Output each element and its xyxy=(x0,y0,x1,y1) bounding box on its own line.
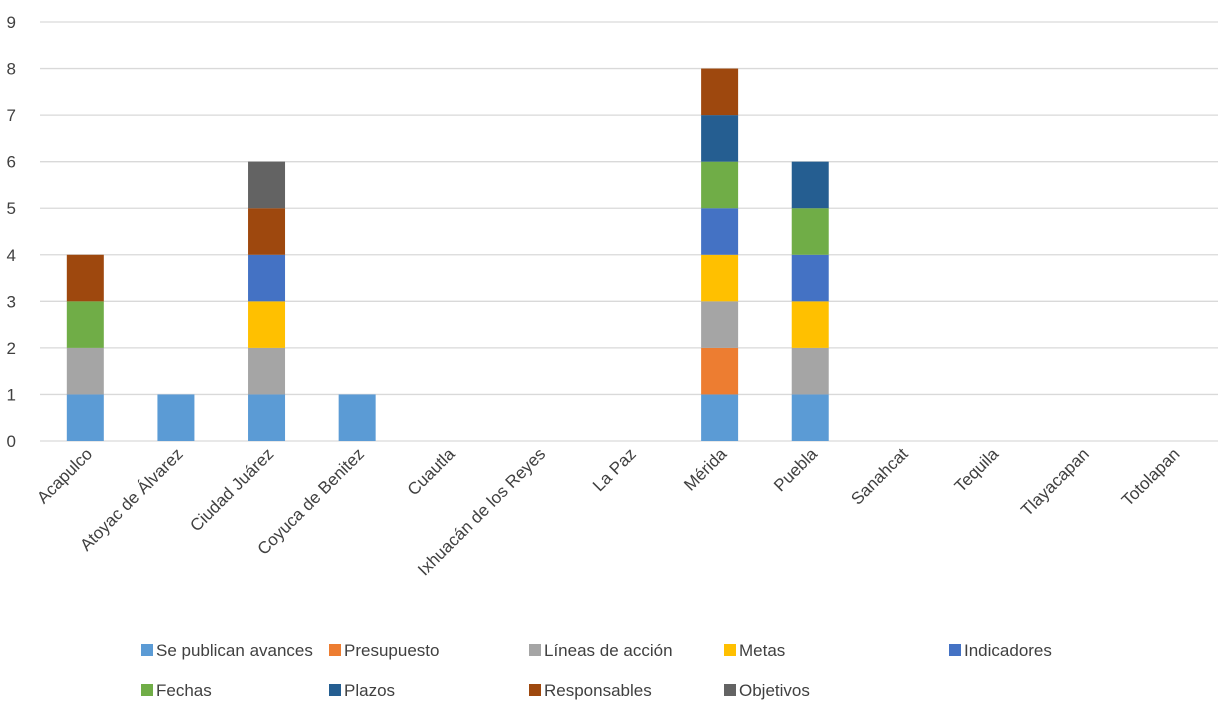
bar-segment xyxy=(66,394,104,441)
legend-label: Líneas de acción xyxy=(544,641,673,660)
x-tick-label: Tequila xyxy=(951,444,1003,496)
bar-segment xyxy=(701,208,739,255)
bar-segment xyxy=(701,115,739,162)
bars xyxy=(66,68,829,441)
bar-segment xyxy=(701,68,739,116)
legend-label: Presupuesto xyxy=(344,641,439,660)
y-tick-label: 8 xyxy=(7,60,16,79)
y-tick-label: 1 xyxy=(7,385,16,404)
legend-label: Plazos xyxy=(344,681,395,700)
x-tick-label: Mérida xyxy=(680,444,731,495)
bar-segment xyxy=(157,394,195,441)
bar-segment xyxy=(701,347,739,395)
bar-segment xyxy=(791,347,829,395)
legend-swatch xyxy=(724,684,736,696)
y-tick-label: 9 xyxy=(7,13,16,32)
bar-segment xyxy=(248,161,286,209)
x-tick-label: Ciudad Juárez xyxy=(186,444,277,535)
legend-swatch xyxy=(141,644,153,656)
bar-segment xyxy=(701,394,739,441)
bar-segment xyxy=(791,394,829,441)
y-tick-label: 4 xyxy=(7,246,16,265)
y-tick-label: 7 xyxy=(7,106,16,125)
legend-swatch xyxy=(949,644,961,656)
y-tick-label: 2 xyxy=(7,339,16,358)
x-tick-label: Cuautla xyxy=(404,444,459,499)
y-tick-label: 6 xyxy=(7,153,16,172)
legend-label: Indicadores xyxy=(964,641,1052,660)
bar-segment xyxy=(248,347,286,395)
bar-segment xyxy=(248,301,286,348)
gridlines xyxy=(40,21,1218,442)
y-tick-label: 0 xyxy=(7,432,16,451)
bar-segment xyxy=(248,208,286,255)
legend-swatch xyxy=(529,684,541,696)
legend: Se publican avances Presupuesto Líneas de … xyxy=(141,641,1052,700)
bar-segment xyxy=(791,208,829,255)
bar-segment xyxy=(791,301,829,348)
bar-segment xyxy=(66,301,104,348)
bar-segment xyxy=(248,394,286,441)
bar-segment xyxy=(791,254,829,302)
x-tick-label: La Paz xyxy=(589,444,640,495)
bar-segment xyxy=(791,161,829,209)
legend-swatch xyxy=(141,684,153,696)
y-tick-label: 5 xyxy=(7,199,16,218)
y-axis-ticks: 0 1 2 3 4 5 6 7 8 9 xyxy=(7,13,16,451)
x-tick-label: Puebla xyxy=(770,444,821,495)
legend-label: Metas xyxy=(739,641,785,660)
legend-swatch xyxy=(724,644,736,656)
bar-segment xyxy=(701,301,739,348)
x-tick-label: Totolapan xyxy=(1118,444,1184,510)
legend-swatch xyxy=(529,644,541,656)
legend-label: Objetivos xyxy=(739,681,810,700)
bar-segment xyxy=(338,394,376,441)
legend-swatch xyxy=(329,644,341,656)
legend-label: Fechas xyxy=(156,681,212,700)
legend-swatch xyxy=(329,684,341,696)
bar-segment xyxy=(248,254,286,302)
x-tick-label: Tlayacapan xyxy=(1017,444,1093,520)
bar-segment xyxy=(701,254,739,302)
bar-segment xyxy=(66,254,104,302)
x-tick-label: Acapulco xyxy=(33,444,96,507)
x-tick-label: Sanahcat xyxy=(847,444,911,508)
legend-label: Se publican avances xyxy=(156,641,313,660)
y-tick-label: 3 xyxy=(7,292,16,311)
bar-segment xyxy=(701,161,739,209)
legend-label: Responsables xyxy=(544,681,652,700)
bar-segment xyxy=(66,347,104,395)
